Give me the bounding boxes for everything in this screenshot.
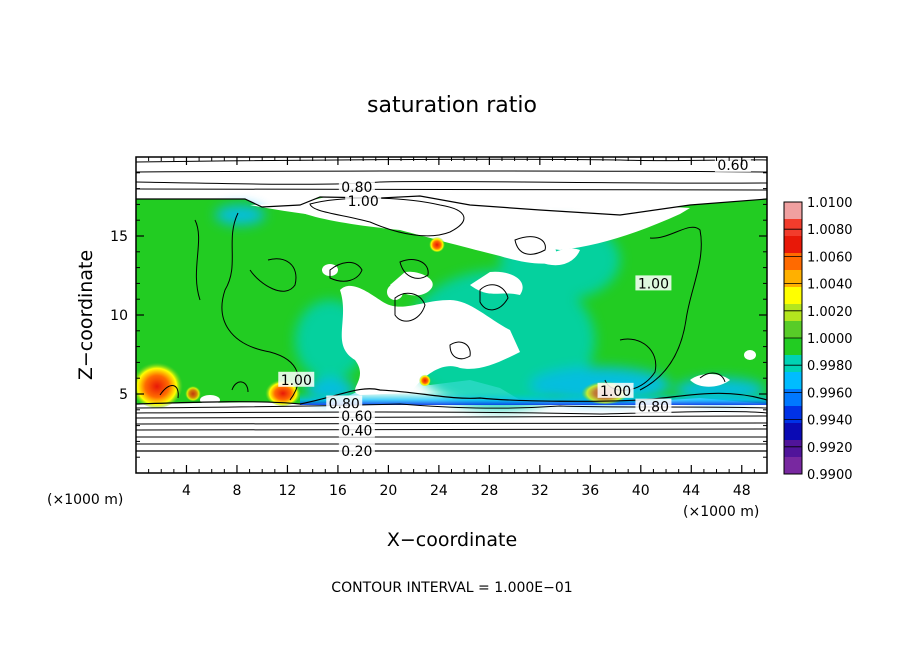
contour-label-text: 0.60 — [341, 409, 372, 425]
x-axis-label: X−coordinate — [387, 529, 517, 551]
x-tick-label: 48 — [733, 483, 751, 499]
colorbar-swatch — [784, 406, 802, 424]
contour-label: 0.80 — [635, 398, 672, 416]
contour-label-text: 1.00 — [348, 194, 379, 210]
colorbar-swatch — [784, 423, 802, 441]
contour-label: 0.80 — [338, 179, 375, 196]
x-tick-label: 4 — [182, 483, 191, 499]
x-tick-label: 32 — [531, 483, 549, 499]
contour-label-text: 0.40 — [341, 423, 372, 439]
contour-label-text: 0.80 — [341, 180, 372, 196]
colorbar-label: 1.0100 — [807, 196, 853, 211]
colorbar-swatch — [784, 338, 802, 356]
colorbar-swatch — [784, 270, 802, 288]
colorbar-label: 0.9920 — [807, 441, 853, 456]
colorbar-swatch — [784, 219, 802, 237]
contour-label-text: 0.60 — [717, 158, 748, 174]
colorbar-swatch — [784, 372, 802, 390]
colorbar-label: 1.0040 — [807, 278, 853, 293]
x-unit-right: (×1000 m) — [683, 504, 759, 520]
contour-label: 0.60 — [714, 157, 751, 174]
y-tick-label: 15 — [110, 229, 128, 245]
colorbar-label: 1.0060 — [807, 250, 853, 265]
colorbar-label: 1.0020 — [807, 305, 853, 320]
contour-label-text: 1.00 — [638, 276, 669, 292]
colorbar-swatch — [784, 355, 802, 373]
x-tick-label: 44 — [682, 483, 700, 499]
colorbar-swatch — [784, 202, 802, 220]
contour-label-text: 1.00 — [600, 384, 631, 400]
x-unit-left: (×1000 m) — [47, 492, 123, 508]
colorbar-swatch — [784, 287, 802, 305]
x-tick-label: 28 — [480, 483, 498, 499]
contour-label: 1.00 — [597, 382, 634, 400]
contour-interval-note: CONTOUR INTERVAL = 1.000E−01 — [331, 580, 572, 596]
contour-label: 0.60 — [338, 408, 375, 425]
y-tick-label: 10 — [110, 308, 128, 324]
contour-label-text: 0.80 — [638, 400, 669, 416]
x-tick-label: 36 — [581, 483, 599, 499]
colorbar-label: 0.9960 — [807, 386, 853, 401]
chart-title: saturation ratio — [367, 93, 537, 118]
colorbar-swatch — [784, 440, 802, 458]
colorbar-label: 0.9900 — [807, 468, 853, 483]
contour-label: 1.00 — [635, 275, 672, 292]
contour-label-text: 1.00 — [281, 373, 312, 389]
contour-label: 1.00 — [345, 193, 382, 210]
contour-label: 0.20 — [338, 442, 375, 460]
x-tick-label: 40 — [632, 483, 650, 499]
colorbar-swatch — [784, 321, 802, 339]
colorbar-label: 1.0000 — [807, 332, 853, 347]
colorbar-swatch — [784, 389, 802, 407]
contour-label-text: 0.20 — [341, 444, 372, 460]
y-tick-label: 5 — [119, 387, 128, 403]
colorbar-label: 0.9980 — [807, 359, 853, 374]
y-axis-label: Z−coordinate — [75, 250, 97, 380]
contour-labels: 0.600.801.001.001.001.000.800.600.400.20… — [278, 157, 751, 460]
clear-air-gaps — [200, 195, 756, 405]
colorbar-swatch — [784, 253, 802, 271]
colorbar: 1.0100 1.0080 1.0060 1.0040 1.0020 1.0000 0.99… — [783, 196, 853, 483]
x-tick-label: 20 — [379, 483, 397, 499]
colorbar-label: 1.0080 — [807, 223, 853, 238]
contour-label: 1.00 — [278, 371, 315, 389]
contour-label: 0.40 — [338, 422, 375, 439]
plot-area: 0.600.801.001.001.001.000.800.600.400.20… — [136, 157, 767, 473]
x-tick-label: 12 — [279, 483, 297, 499]
colorbar-swatch — [784, 304, 802, 322]
colorbar-label: 0.9940 — [807, 414, 853, 429]
y-axis: 5 10 15 — [110, 172, 767, 458]
colorbar-swatch — [784, 236, 802, 254]
x-tick-label: 8 — [232, 483, 241, 499]
x-tick-label: 24 — [430, 483, 448, 499]
colorbar-swatch — [784, 457, 802, 475]
x-tick-label: 16 — [329, 483, 347, 499]
x-axis: 4 8 12 16 20 24 28 32 36 40 44 48 — [148, 157, 755, 499]
